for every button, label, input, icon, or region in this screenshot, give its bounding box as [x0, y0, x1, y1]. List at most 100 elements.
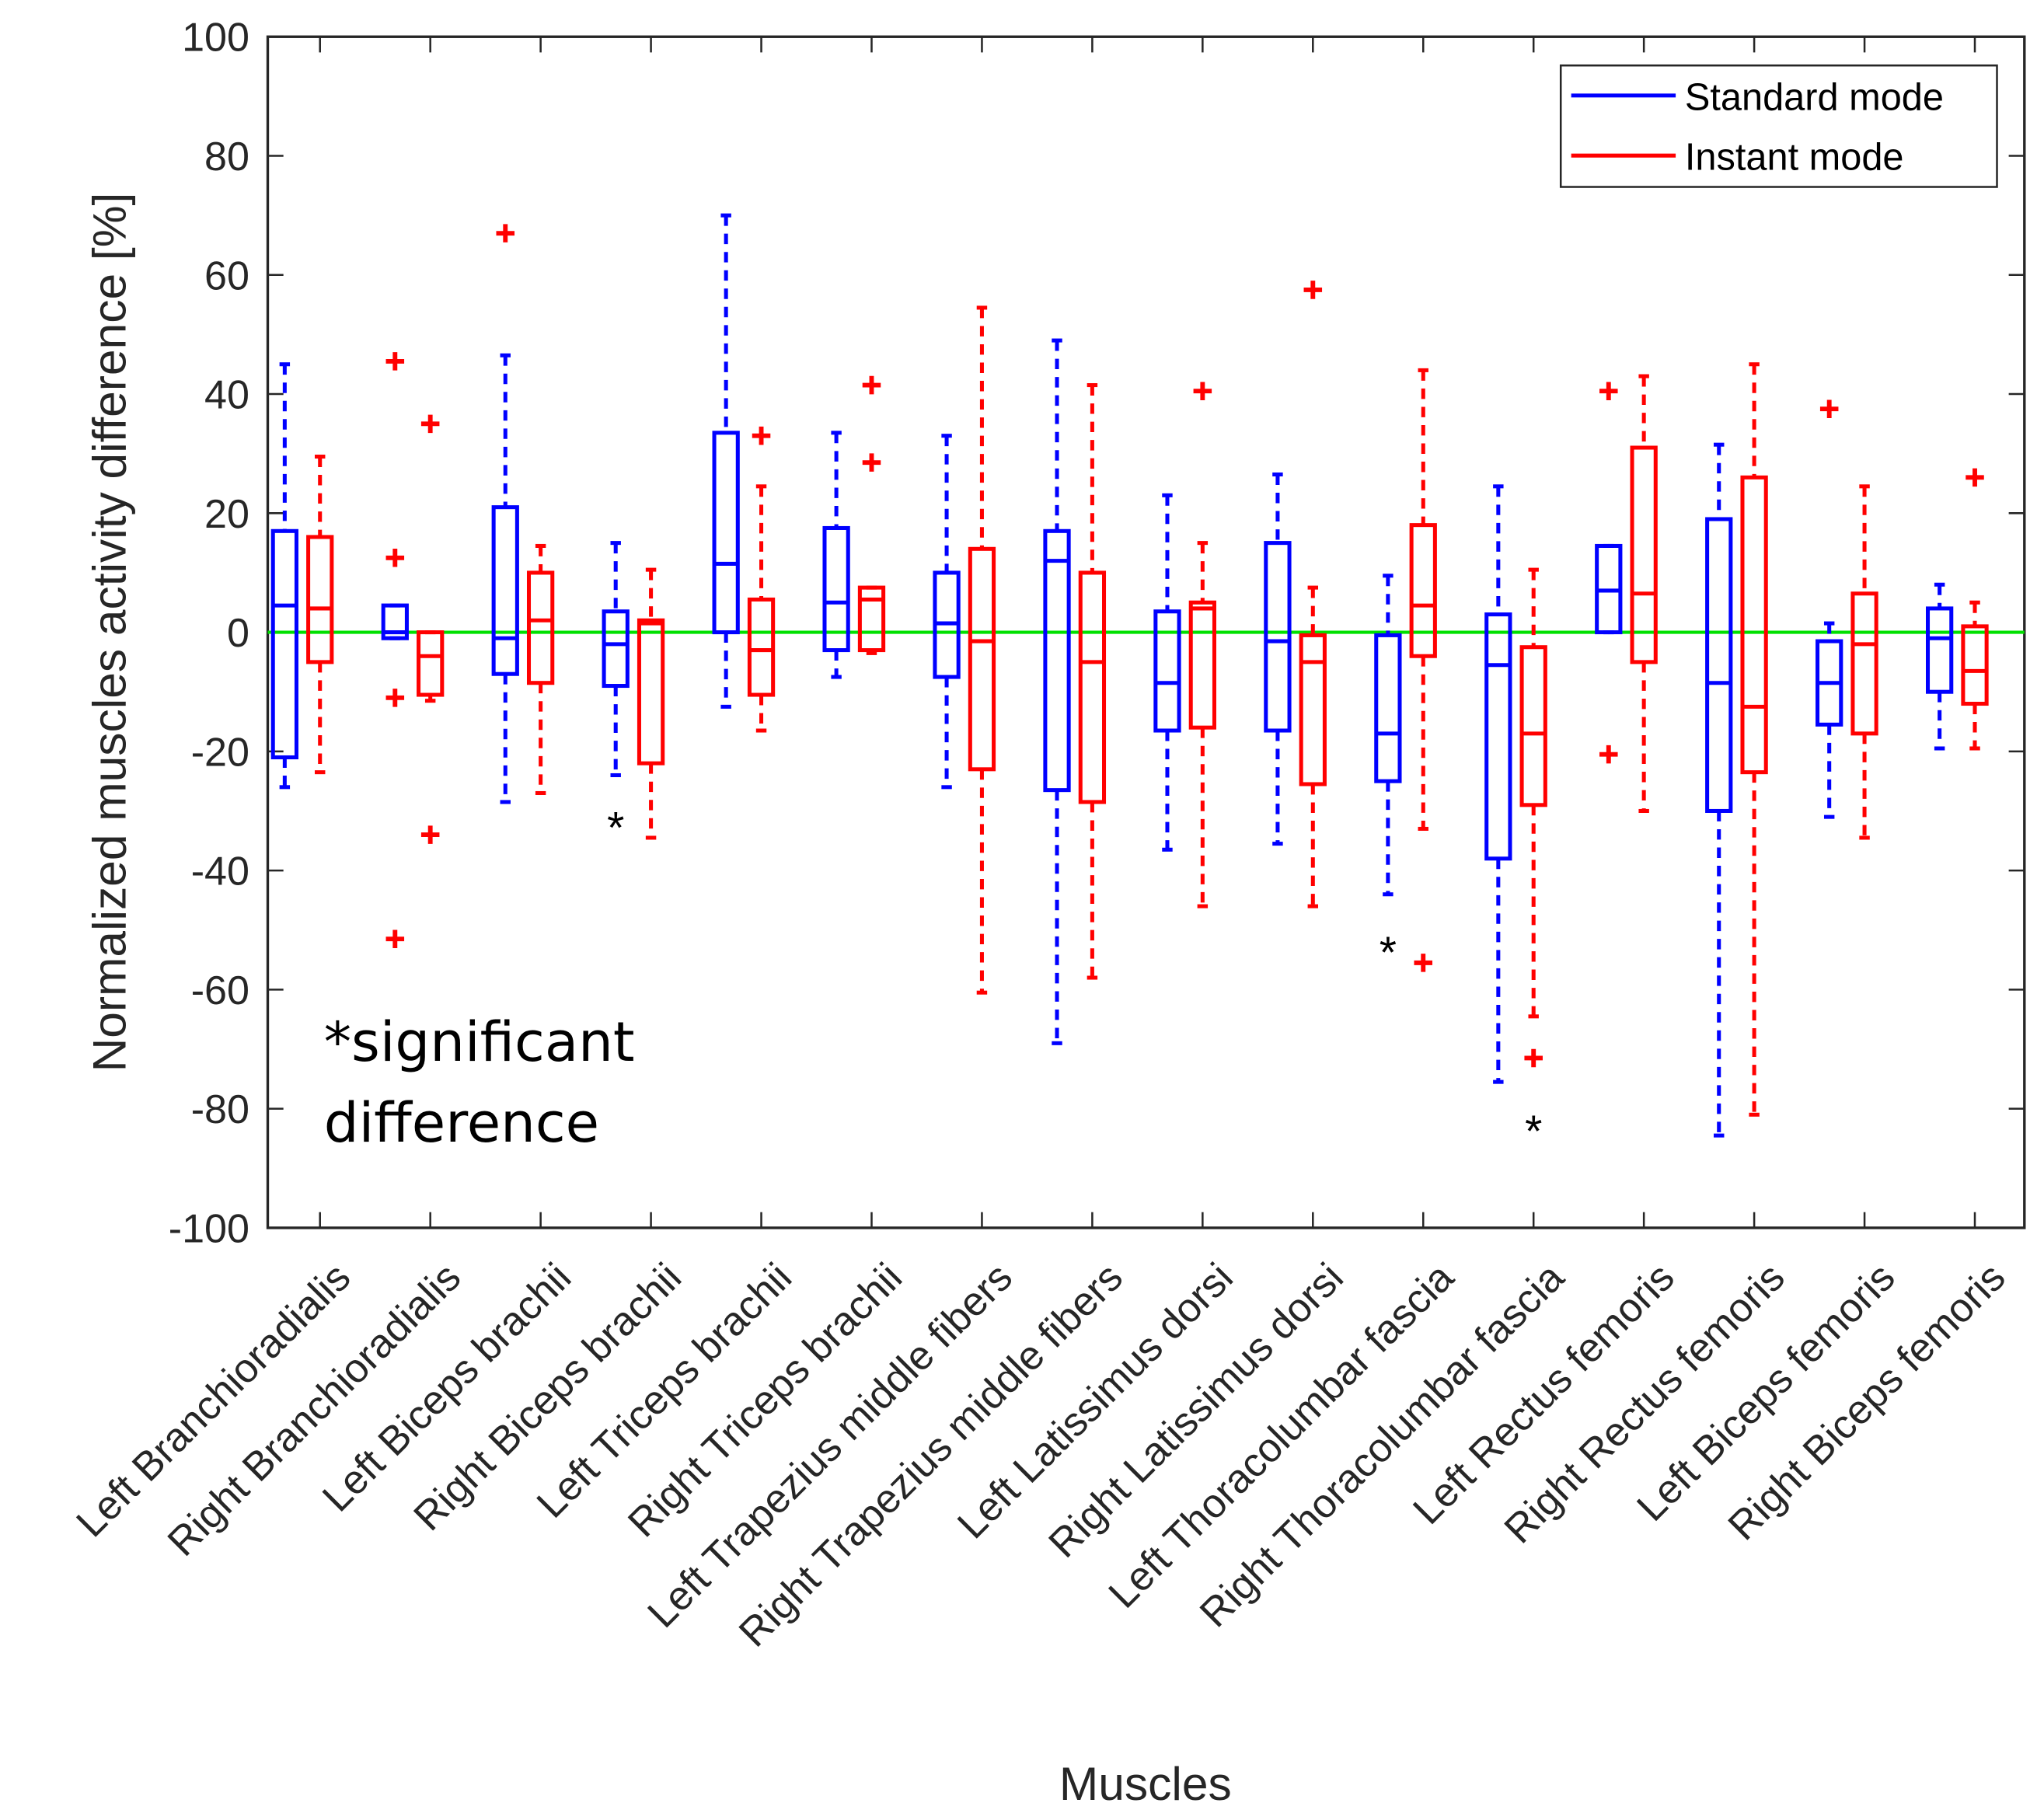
significance-star: *	[1525, 1107, 1542, 1156]
box-standard-4	[712, 213, 740, 709]
box-instant-11: *	[1519, 567, 1547, 1156]
legend-label-instant: Instant mode	[1685, 137, 1904, 179]
annotation-line-2: difference	[324, 1090, 599, 1155]
outlier-marker	[1193, 382, 1212, 400]
outlier-marker	[420, 825, 440, 844]
outlier-marker	[752, 426, 771, 445]
iqr-box	[1961, 624, 1989, 706]
box-standard-5	[822, 431, 850, 679]
box-standard-7	[1043, 338, 1071, 1045]
significance-star: *	[607, 803, 624, 853]
y-tick-label: 40	[204, 373, 249, 418]
iqr-box	[637, 618, 665, 766]
iqr-box	[1925, 606, 1954, 694]
box-instant-12	[1630, 374, 1658, 813]
iqr-box	[857, 585, 886, 653]
box-standard-10: *	[1374, 574, 1402, 978]
y-tick-label: -60	[191, 968, 249, 1013]
box-instant-6	[968, 305, 996, 995]
y-tick-label: 100	[182, 16, 249, 61]
y-tick-label: 20	[204, 492, 249, 537]
outlier-marker	[1303, 281, 1323, 299]
iqr-box	[1264, 541, 1292, 733]
outlier-marker	[862, 375, 881, 395]
box-standard-13	[1705, 442, 1733, 1138]
legend-box	[1559, 64, 1998, 188]
iqr-box	[1153, 609, 1181, 733]
iqr-box	[1078, 570, 1107, 804]
iqr-box	[526, 570, 555, 685]
box-standard-11	[1484, 484, 1512, 1084]
box-instant-9	[1299, 281, 1327, 908]
box-instant-10	[1409, 368, 1437, 972]
box-instant-7	[1078, 383, 1107, 980]
box-standard-8	[1153, 493, 1181, 852]
box-instant-0	[306, 454, 334, 775]
legend-label-standard: Standard mode	[1685, 76, 1944, 118]
outlier-marker	[1599, 745, 1618, 764]
iqr-box	[381, 603, 409, 640]
box-standard-2	[491, 224, 519, 804]
box-instant-5	[857, 375, 886, 655]
outlier-marker	[385, 352, 405, 371]
outlier-marker	[496, 224, 515, 242]
box-standard-0	[270, 362, 298, 790]
iqr-box	[491, 505, 519, 676]
annotation-line-1: *significant	[324, 1010, 635, 1074]
iqr-box	[1519, 645, 1547, 807]
significance-star: *	[1380, 928, 1397, 978]
iqr-box	[968, 546, 996, 772]
box-standard-6	[933, 434, 961, 790]
iqr-box	[1705, 517, 1733, 813]
iqr-box	[1484, 612, 1512, 861]
iqr-box	[822, 525, 850, 653]
iqr-box	[602, 609, 630, 689]
outlier-marker	[420, 414, 440, 434]
outlier-marker	[385, 929, 405, 948]
y-tick-label: 80	[204, 134, 249, 180]
iqr-box	[747, 597, 776, 697]
y-tick-label: -40	[191, 849, 249, 895]
iqr-box	[1409, 523, 1437, 658]
outlier-marker	[1819, 399, 1839, 418]
box-standard-14	[1816, 399, 1843, 819]
outlier-marker	[862, 453, 881, 472]
iqr-box	[1043, 528, 1071, 793]
iqr-box	[1374, 633, 1402, 783]
outlier-marker	[1599, 382, 1618, 400]
outlier-marker	[385, 549, 405, 567]
iqr-box	[1740, 475, 1768, 775]
iqr-box	[306, 535, 334, 664]
iqr-box	[1850, 591, 1878, 736]
y-tick-label: 0	[227, 611, 249, 656]
iqr-box	[1630, 445, 1658, 664]
iqr-box	[417, 630, 445, 697]
box-instant-14	[1850, 484, 1878, 840]
box-instant-2	[526, 543, 555, 795]
legend: Standard mode Instant mode	[1559, 64, 1998, 188]
iqr-box	[270, 528, 298, 760]
iqr-box	[1299, 633, 1327, 786]
outlier-marker	[385, 689, 405, 707]
outlier-marker	[1524, 1048, 1543, 1068]
box-instant-3	[637, 567, 665, 840]
iqr-box	[712, 431, 740, 635]
box-standard-1	[381, 352, 409, 948]
y-tick-label: -80	[191, 1087, 249, 1132]
y-tick-label: -100	[169, 1206, 249, 1251]
box-instant-4	[747, 426, 776, 733]
box-standard-3: *	[602, 541, 630, 853]
y-axis-label: Normalized muscles activity difference […	[82, 193, 135, 1072]
box-standard-15	[1925, 582, 1954, 751]
box-standard-9	[1264, 472, 1292, 846]
box-standard-12	[1595, 382, 1623, 764]
box-instant-1	[417, 414, 445, 844]
iqr-box	[1188, 600, 1216, 730]
y-tick-label: -20	[191, 730, 249, 775]
x-axis-label: Muscles	[1059, 1757, 1232, 1810]
box-instant-8	[1188, 382, 1216, 908]
outlier-marker	[1966, 468, 1984, 487]
box-instant-15	[1961, 468, 1989, 751]
box-instant-13	[1740, 362, 1768, 1117]
